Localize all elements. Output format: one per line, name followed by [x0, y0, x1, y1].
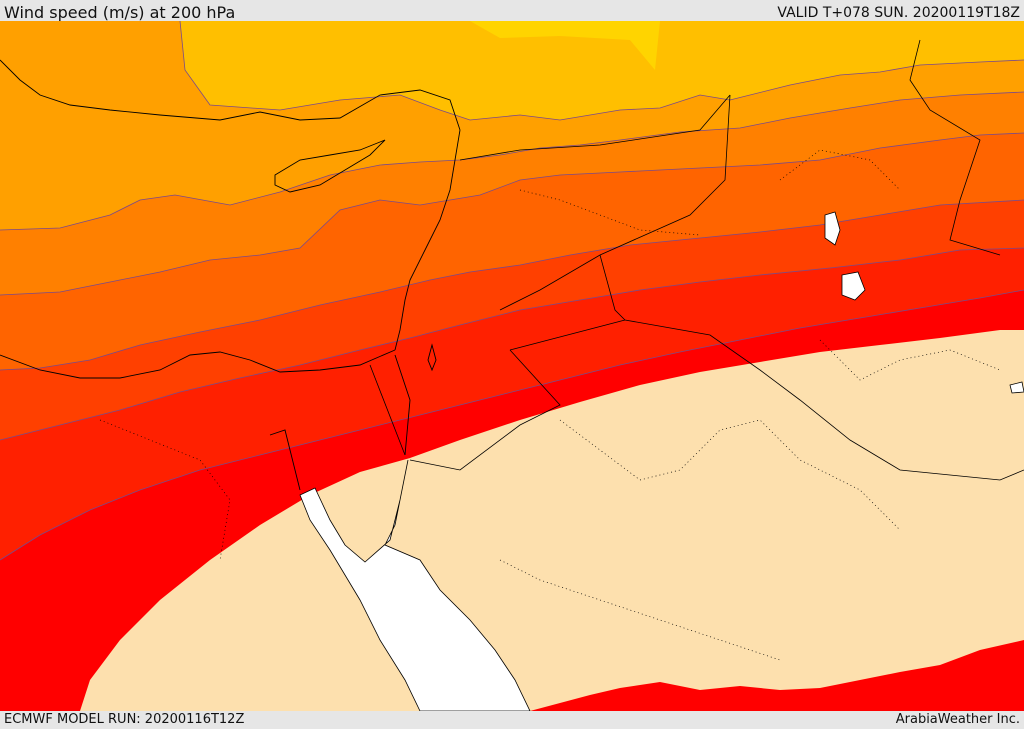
province-lines [99, 149, 1001, 661]
cyprus [274, 139, 386, 193]
credit-label: ArabiaWeather Inc. [895, 712, 1020, 727]
coastlines [0, 59, 461, 491]
valid-time: VALID T+078 SUN. 20200119T18Z [777, 5, 1020, 21]
contour-lines [0, 21, 1024, 561]
calm-area [80, 330, 1024, 711]
band-top-patch [470, 21, 660, 70]
map-title: Wind speed (m/s) at 200 hPa [4, 3, 236, 22]
borders [369, 39, 1024, 481]
lakes [824, 211, 1024, 394]
top-bar: Wind speed (m/s) at 200 hPa VALID T+078 … [0, 0, 1024, 22]
red-sea [299, 459, 531, 711]
bottom-bar: ECMWF MODEL RUN: 20200116T12Z ArabiaWeat… [0, 711, 1024, 729]
model-run-label: ECMWF MODEL RUN: 20200116T12Z [4, 712, 245, 727]
wind-speed-map [0, 21, 1024, 711]
